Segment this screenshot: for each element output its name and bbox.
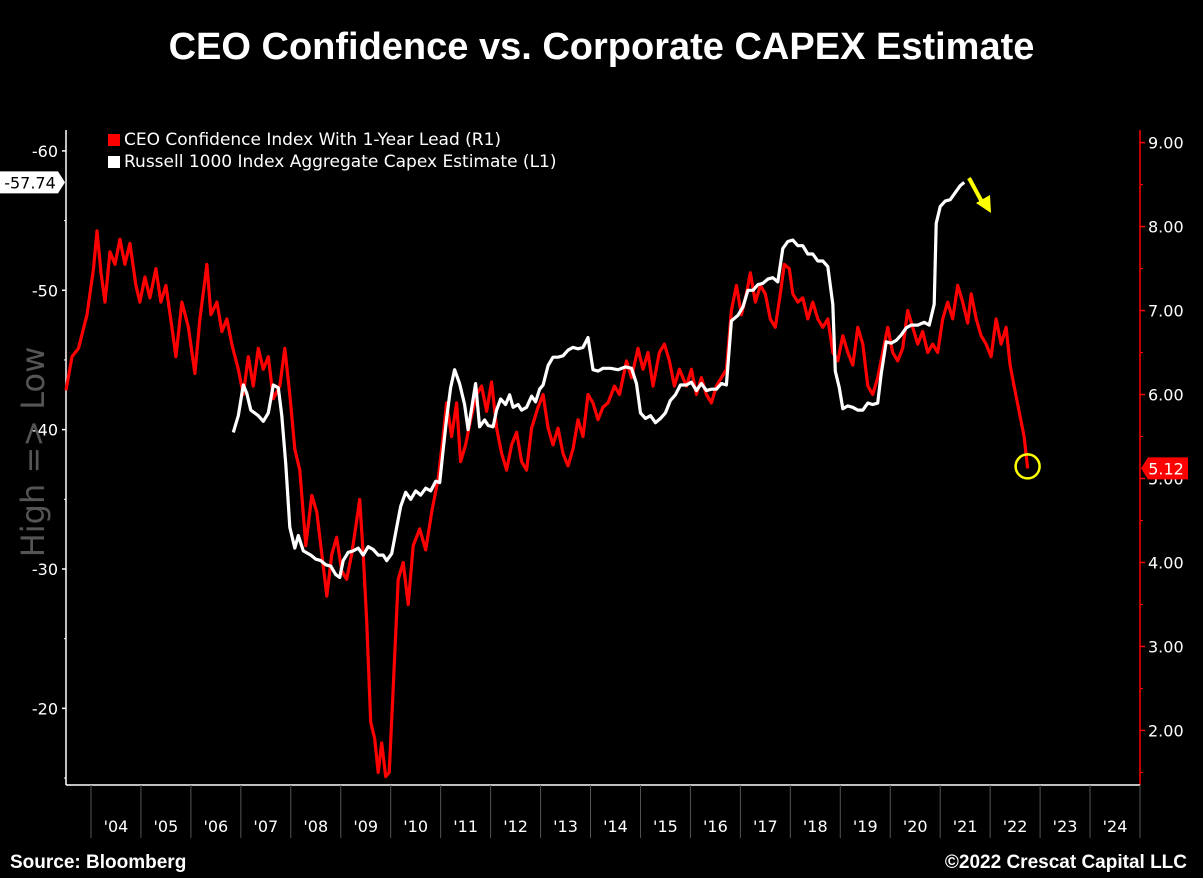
x-tick-label: '18 bbox=[803, 817, 828, 836]
legend-swatch bbox=[108, 134, 120, 146]
right-tick-label: 2.00 bbox=[1148, 721, 1184, 740]
right-tick-label: 7.00 bbox=[1148, 302, 1184, 321]
capex-last-value: -57.74 bbox=[4, 173, 56, 192]
x-tick-label: '07 bbox=[253, 817, 278, 836]
x-tick-label: '17 bbox=[753, 817, 778, 836]
legend-swatch bbox=[108, 156, 120, 168]
confidence-last-value: 5.12 bbox=[1148, 459, 1184, 478]
copyright-note: ©2022 Crescat Capital LLC bbox=[944, 852, 1187, 873]
x-tick-label: '24 bbox=[1103, 817, 1128, 836]
down-arrow-shaft bbox=[967, 177, 984, 203]
x-tick-label: '19 bbox=[853, 817, 878, 836]
left-axis-label: High => Low bbox=[14, 347, 52, 558]
legend-entry-label: Russell 1000 Index Aggregate Capex Estim… bbox=[124, 152, 557, 172]
right-tick-label: 9.00 bbox=[1148, 134, 1184, 153]
series-layer bbox=[64, 181, 1030, 779]
right-tick-label: 4.00 bbox=[1148, 553, 1184, 572]
x-tick-label: '12 bbox=[503, 817, 528, 836]
right-axis-ticks: 9.008.007.006.005.004.003.002.00 bbox=[1140, 134, 1184, 773]
right-tick-label: 3.00 bbox=[1148, 637, 1184, 656]
chart-title: CEO Confidence vs. Corporate CAPEX Estim… bbox=[168, 26, 1035, 68]
x-tick-label: '06 bbox=[203, 817, 228, 836]
source-note: Source: Bloomberg bbox=[10, 852, 187, 873]
x-tick-label: '11 bbox=[453, 817, 478, 836]
x-tick-label: '15 bbox=[653, 817, 678, 836]
left-tick-label: -50 bbox=[32, 281, 58, 300]
x-tick-label: '08 bbox=[303, 817, 328, 836]
x-tick-label: '14 bbox=[603, 817, 628, 836]
highlight-circle bbox=[1014, 453, 1041, 480]
left-axis-ticks: -60 -50 -40 -30 -20 bbox=[32, 142, 66, 779]
x-tick-label: '23 bbox=[1053, 817, 1078, 836]
left-tick-label: -20 bbox=[32, 699, 58, 718]
x-tick-label: '21 bbox=[953, 817, 978, 836]
x-tick-label: '13 bbox=[553, 817, 578, 836]
x-tick-label: '16 bbox=[703, 817, 728, 836]
right-tick-label: 6.00 bbox=[1148, 386, 1184, 405]
x-tick-label: '20 bbox=[903, 817, 928, 836]
left-tick-label: -60 bbox=[32, 142, 58, 161]
capex-last-value-box bbox=[0, 171, 65, 194]
left-tick-label: -30 bbox=[32, 560, 58, 579]
confidence-last-value-box bbox=[1141, 457, 1188, 480]
confidence-series-line bbox=[64, 229, 1030, 779]
legend-entry-label: CEO Confidence Index With 1-Year Lead (R… bbox=[124, 130, 501, 150]
x-axis-ticks: '04 '05 '06 '07 '08 '09 '10 '11 '12 '13 '14 '15 '16 '… bbox=[90, 785, 1141, 838]
x-tick-label: '10 bbox=[403, 817, 428, 836]
down-arrow-icon bbox=[976, 195, 991, 213]
x-tick-label: '05 bbox=[154, 817, 179, 836]
x-tick-label: '22 bbox=[1003, 817, 1028, 836]
x-tick-label: '04 bbox=[104, 817, 129, 836]
left-tick-label: -40 bbox=[32, 421, 58, 440]
annotation-layer: 5.12 -57.74 bbox=[0, 171, 1188, 480]
right-tick-label: 8.00 bbox=[1148, 218, 1184, 237]
axes-layer bbox=[65, 130, 1141, 786]
legend: CEO Confidence Index With 1-Year Lead (R… bbox=[108, 130, 557, 172]
x-tick-label: '09 bbox=[353, 817, 378, 836]
capex-series-line bbox=[231, 181, 966, 579]
